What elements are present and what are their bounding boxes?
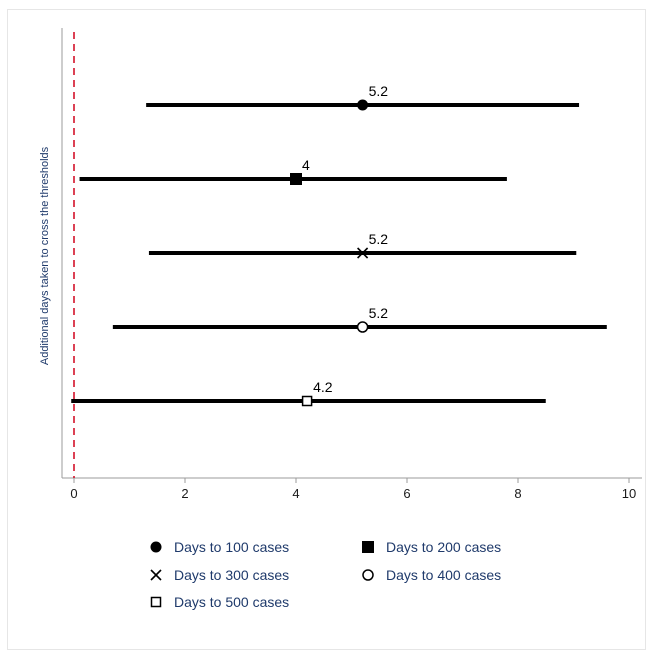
legend: Days to 100 cases Days to 200 cases Days t… (148, 536, 568, 616)
legend-marker-2 (360, 539, 376, 555)
x-tick-label-4: 4 (292, 486, 299, 501)
series-5: 4.2 (71, 379, 546, 407)
legend-marker-4 (360, 567, 376, 583)
estimate-marker-3-stroke-b (357, 247, 369, 259)
legend-item-5: Days to 500 cases (148, 591, 289, 613)
x-tick-label-2: 2 (181, 486, 188, 501)
plot-area: 0 2 4 6 8 10 5.2 4 5.2 5.2 4.2 (61, 28, 642, 501)
legend-marker-3 (148, 567, 164, 583)
x-tick-label-8: 8 (514, 486, 521, 501)
x-tick-label-6: 6 (403, 486, 410, 501)
data-label-2: 4 (302, 157, 310, 173)
legend-marker-5 (148, 594, 164, 610)
legend-label-3: Days to 300 cases (174, 567, 290, 583)
estimate-marker-4 (356, 321, 369, 333)
estimate-marker-3 (357, 247, 369, 259)
data-label-1: 5.2 (369, 83, 389, 99)
data-label-3: 5.2 (369, 231, 389, 247)
y-axis-label: Additional days taken to cross the thres… (39, 146, 51, 365)
legend-label-1: Days to 100 cases (174, 539, 290, 555)
x-tick-label-10: 10 (622, 486, 636, 501)
estimate-marker-1 (357, 99, 369, 111)
data-label-4: 5.2 (369, 305, 389, 321)
estimate-marker-5 (301, 395, 313, 407)
data-label-5: 4.2 (313, 379, 333, 395)
legend-item-3: Days to 300 cases (148, 564, 289, 586)
estimate-marker-2 (290, 173, 302, 185)
series-3: 5.2 (148, 231, 577, 259)
y-axis-label-group: Additional days taken to cross the thres… (39, 146, 51, 365)
chart-frame (7, 9, 646, 650)
legend-label-5: Days to 500 cases (174, 594, 290, 610)
legend-label-2: Days to 200 cases (386, 539, 502, 555)
legend-item-2: Days to 200 cases (360, 536, 501, 558)
series-2: 4 (79, 157, 507, 185)
x-tick-label-0: 0 (70, 486, 77, 501)
legend-marker-1 (148, 539, 164, 555)
legend-label-4: Days to 400 cases (386, 567, 502, 583)
series-1: 5.2 (146, 83, 580, 111)
legend-item-1: Days to 100 cases (148, 536, 289, 558)
series-4: 5.2 (112, 305, 607, 333)
legend-item-4: Days to 400 cases (360, 564, 501, 586)
